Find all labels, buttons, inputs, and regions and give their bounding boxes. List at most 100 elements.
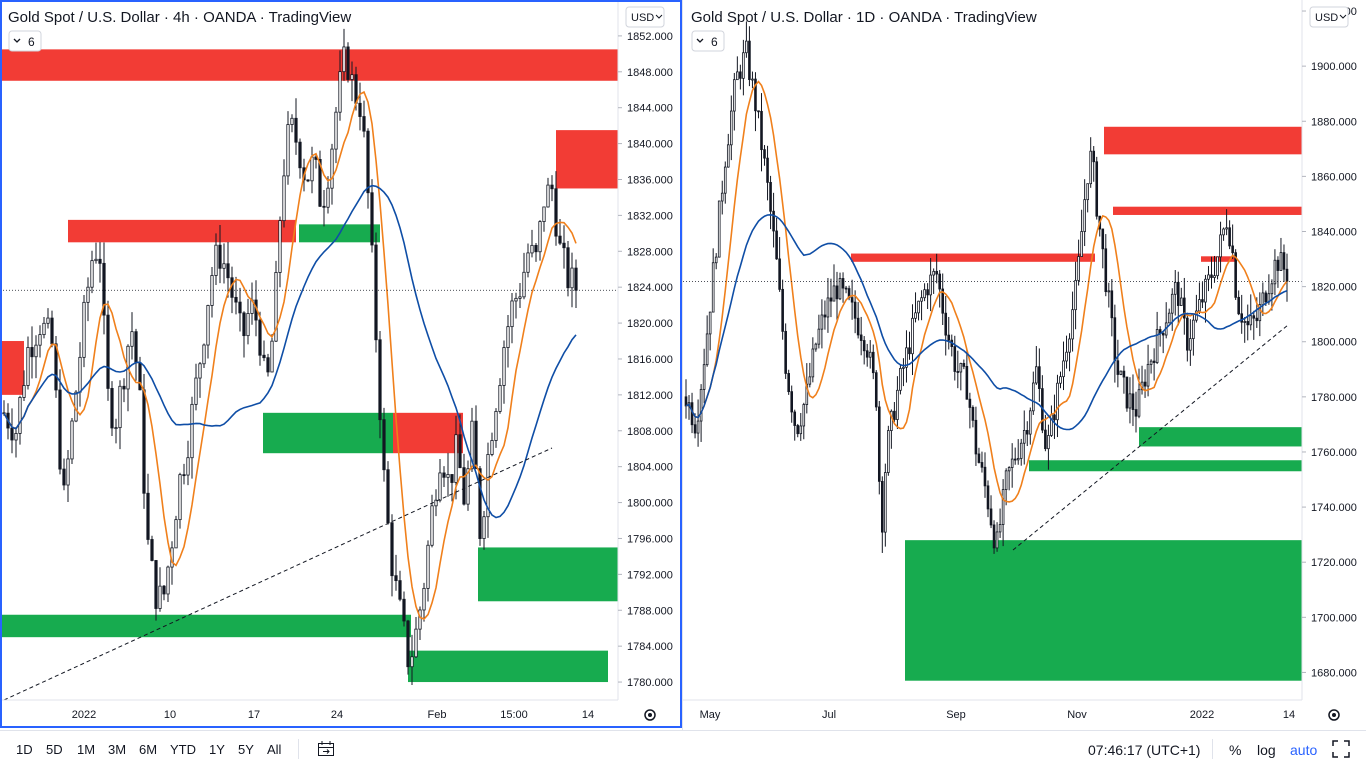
clock-timezone[interactable]: 07:46:17 (UTC+1): [1088, 742, 1201, 758]
candle-body: [793, 411, 797, 426]
candle-body: [1001, 489, 1005, 525]
candle-body: [494, 411, 498, 441]
fullscreen-icon[interactable]: [1332, 740, 1350, 763]
candle-body: [390, 522, 394, 577]
candle-body: [814, 343, 818, 350]
candle-body: [346, 46, 350, 80]
candle-body: [218, 244, 222, 269]
y-tick-label: 1700.000: [1311, 612, 1357, 624]
candle-body: [222, 263, 226, 269]
candle-body: [398, 580, 402, 600]
currency-selector[interactable]: USD: [1309, 6, 1349, 28]
time-axis[interactable]: May Jul Sep Nov 2022 14: [683, 699, 1366, 730]
timeframe-ytd[interactable]: YTD: [170, 742, 196, 757]
candle-body: [1025, 430, 1029, 435]
interval-badge[interactable]: 6: [691, 30, 725, 52]
x-tick-label: 17: [248, 709, 260, 721]
candle-body: [1065, 351, 1068, 362]
timeframe-1m[interactable]: 1M: [77, 742, 96, 757]
candle-body: [498, 385, 502, 412]
candle-body: [1044, 429, 1047, 450]
candle-body: [829, 297, 833, 302]
candle-body: [470, 420, 474, 470]
candle-body: [832, 285, 836, 302]
y-tick-label: 1780.000: [627, 677, 673, 689]
candle-body: [1270, 283, 1274, 295]
candle-body: [968, 398, 972, 408]
settings-gear-icon[interactable]: [644, 709, 656, 721]
zones-layer: [2, 49, 618, 683]
currency-label: USD: [631, 12, 654, 24]
candle-body: [802, 404, 806, 427]
trend-line[interactable]: [3, 447, 553, 701]
price-axis[interactable]: 1852.000 1848.000 1844.000 1840.000 1836.000…: [617, 0, 682, 730]
candle-body: [684, 396, 688, 407]
gear-hub: [1332, 713, 1336, 717]
candle-body: [478, 468, 482, 539]
trend-line[interactable]: [1012, 324, 1289, 551]
y-tick-label: 1824.000: [627, 282, 673, 294]
percent-scale-toggle[interactable]: %: [1229, 742, 1242, 758]
candle-body: [977, 453, 981, 463]
y-tick-label: 1836.000: [627, 174, 673, 186]
candle-body: [717, 200, 721, 258]
timeframe-1d[interactable]: 1D: [16, 742, 33, 757]
timeframe-5d[interactable]: 5D: [46, 742, 63, 757]
candle-body: [178, 474, 182, 521]
candle-body: [1204, 278, 1207, 303]
candlestick-chart-1d[interactable]: 1920.0001900.0001880.0001860.0001840.000…: [683, 0, 1366, 730]
candle-body: [1176, 281, 1180, 306]
candle-body: [956, 371, 960, 373]
y-tick-label: 1820.000: [1311, 282, 1357, 294]
candle-body: [696, 420, 700, 434]
x-tick-label: 10: [164, 709, 176, 721]
candle-body: [856, 317, 860, 336]
candlestick-chart-4h[interactable]: 1852.000 1848.000 1844.000 1840.000 1836.000…: [0, 0, 682, 730]
date-range-icon[interactable]: [316, 739, 336, 764]
candle-body: [1285, 268, 1289, 282]
candle-body: [566, 247, 570, 289]
currency-selector[interactable]: USD: [625, 6, 665, 28]
timeframe-5y[interactable]: 5Y: [238, 742, 254, 757]
timeframe-6m[interactable]: 6M: [139, 742, 158, 757]
candle-body: [1189, 338, 1192, 351]
timeframe-1y[interactable]: 1Y: [209, 742, 225, 757]
price-axis[interactable]: 1920.0001900.0001880.0001860.0001840.000…: [1301, 0, 1366, 730]
candle-body: [1131, 393, 1135, 410]
candle-body: [18, 397, 22, 434]
chart-pane-1d[interactable]: 1920.0001900.0001880.0001860.0001840.000…: [683, 0, 1366, 730]
settings-gear-icon[interactable]: [1328, 709, 1340, 721]
chevron-down-icon: [655, 14, 663, 19]
candle-body: [62, 468, 66, 486]
candle-body: [995, 531, 999, 549]
candle-body: [1143, 381, 1147, 387]
time-axis-bg: [683, 700, 1366, 730]
time-axis[interactable]: 2022 10 17 24 Feb 15:00 14: [0, 699, 682, 730]
interval-badge[interactable]: 6: [8, 30, 42, 52]
candle-body: [1035, 366, 1038, 384]
candle-body: [781, 288, 784, 332]
y-tick-label: 1784.000: [627, 641, 673, 653]
candle-body: [1077, 256, 1080, 281]
chart-pane-4h[interactable]: 1852.000 1848.000 1844.000 1840.000 1836.000…: [0, 0, 682, 730]
log-scale-toggle[interactable]: log: [1257, 742, 1276, 758]
candle-body: [887, 430, 890, 473]
candle-body: [1201, 299, 1204, 303]
candle-body: [106, 314, 110, 389]
candle-body: [30, 347, 34, 358]
candle-body: [58, 389, 62, 470]
candle-body: [334, 111, 338, 150]
candle-body: [944, 312, 948, 336]
timeframe-3m[interactable]: 3M: [108, 742, 127, 757]
candle-body: [754, 78, 757, 112]
timeframe-all[interactable]: All: [267, 742, 282, 757]
y-tick-label: 1816.000: [627, 354, 673, 366]
candle-body: [114, 427, 118, 430]
candle-body: [1125, 376, 1129, 409]
auto-scale-toggle[interactable]: auto: [1290, 742, 1318, 758]
candle-body: [772, 210, 775, 232]
candle-body: [122, 385, 126, 390]
candle-body: [1210, 274, 1213, 278]
candle-body: [42, 322, 46, 336]
pane-divider[interactable]: [682, 0, 683, 730]
